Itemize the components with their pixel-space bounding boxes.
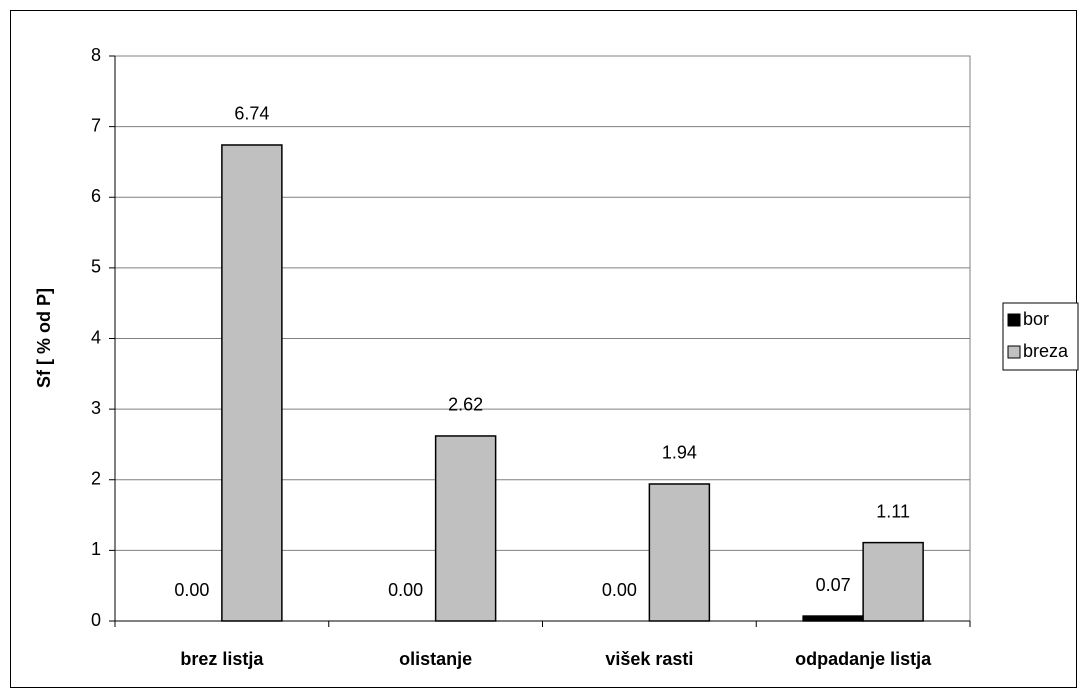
y-tick-label: 6 <box>91 186 101 206</box>
y-tick-label: 3 <box>91 398 101 418</box>
value-label: 0.00 <box>602 580 637 600</box>
bar <box>221 144 283 622</box>
value-label: 0.07 <box>816 575 851 595</box>
y-tick-label: 4 <box>91 327 101 347</box>
legend-swatch <box>1007 345 1021 359</box>
bar <box>648 483 711 622</box>
x-tick-label: odpadanje listja <box>795 649 932 669</box>
y-tick-label: 2 <box>91 469 101 489</box>
value-label: 2.62 <box>448 395 483 415</box>
bar <box>802 615 864 622</box>
x-tick-label: brez listja <box>180 649 264 669</box>
value-label: 0.00 <box>388 580 423 600</box>
y-tick-label: 5 <box>91 257 101 277</box>
legend-swatch <box>1007 313 1021 327</box>
value-label: 1.11 <box>876 501 910 521</box>
legend-label: breza <box>1023 341 1069 361</box>
y-tick-label: 8 <box>91 45 101 65</box>
legend-label: bor <box>1023 309 1049 329</box>
value-label: 6.74 <box>234 104 269 124</box>
value-label: 1.94 <box>662 443 697 463</box>
y-tick-label: 0 <box>91 610 101 630</box>
y-axis-label: Sf [ % od P] <box>34 288 54 388</box>
value-label: 0.00 <box>174 580 209 600</box>
bar <box>434 435 497 622</box>
y-tick-label: 1 <box>91 539 101 559</box>
x-tick-label: olistanje <box>399 649 472 669</box>
bar <box>862 541 924 622</box>
y-tick-label: 7 <box>91 115 101 135</box>
x-tick-label: višek rasti <box>605 649 693 669</box>
